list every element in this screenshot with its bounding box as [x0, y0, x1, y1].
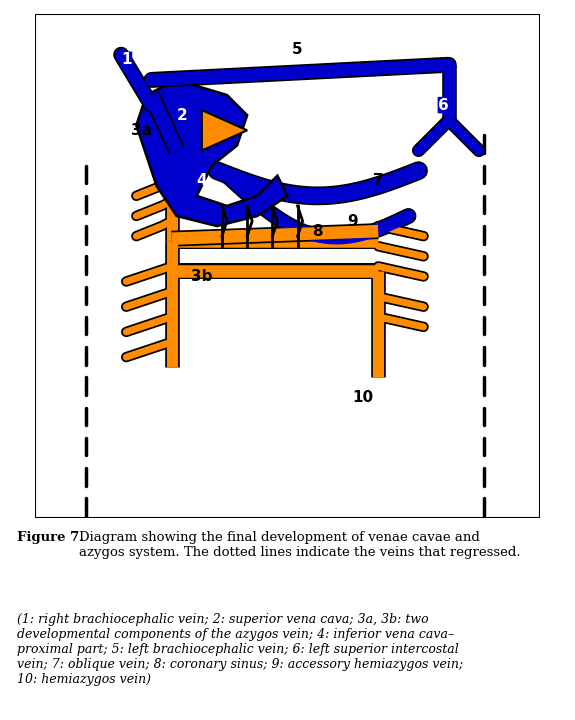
Text: 1: 1 — [121, 53, 132, 67]
Polygon shape — [202, 110, 247, 150]
Text: 2: 2 — [177, 108, 187, 122]
Text: 3a: 3a — [131, 123, 152, 138]
Text: Diagram showing the final development of venae cavae and
azygos system. The dott: Diagram showing the final development of… — [79, 531, 521, 559]
Text: 5: 5 — [292, 42, 303, 57]
Text: (1: right brachiocephalic vein; 2: superior vena cava; 3a, 3b: two
developmental: (1: right brachiocephalic vein; 2: super… — [17, 613, 463, 686]
Text: 9: 9 — [348, 214, 358, 228]
Text: 4: 4 — [197, 174, 207, 188]
Text: 7: 7 — [373, 174, 384, 188]
Text: 8: 8 — [312, 224, 323, 238]
Text: 10: 10 — [352, 390, 374, 405]
Text: 6: 6 — [438, 98, 449, 112]
Polygon shape — [136, 80, 288, 226]
Text: 3b: 3b — [191, 269, 213, 284]
Text: Figure 7.: Figure 7. — [17, 531, 85, 544]
